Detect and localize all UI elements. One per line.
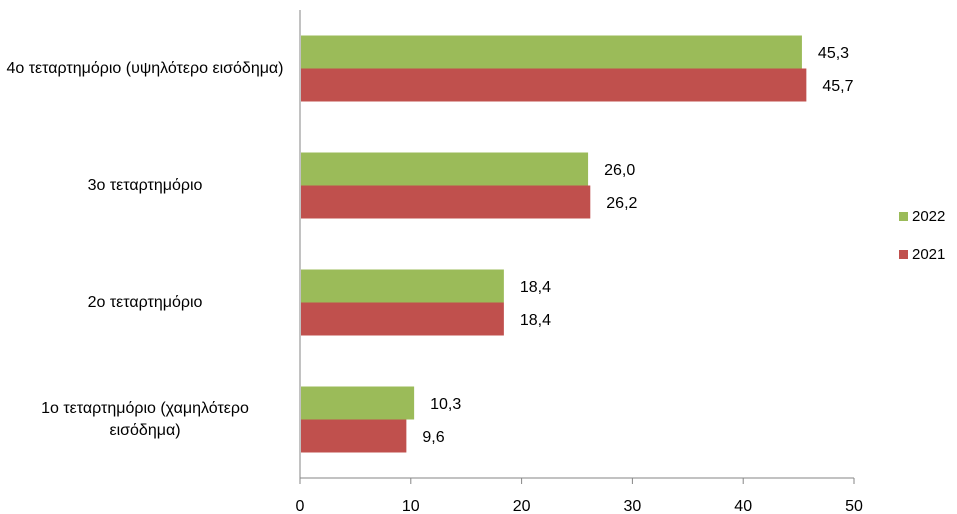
legend-swatch-2022 <box>899 212 908 221</box>
bar-2021-4 <box>301 419 407 453</box>
bar-2022-1 <box>301 35 802 69</box>
chart-axes <box>299 10 854 479</box>
value-label-2022-1: 45,3 <box>818 45 849 62</box>
legend-item-2022: 2022 <box>899 208 945 225</box>
value-label-2022-4: 10,3 <box>430 396 461 413</box>
bar-2022-2 <box>301 152 589 186</box>
legend-label-2021: 2021 <box>912 246 946 263</box>
category-label-4: 1ο τεταρτημόριο (χαμηλότερο εισόδημα) <box>41 399 249 439</box>
bar-2022-3 <box>301 269 504 303</box>
value-label-2021-1: 45,7 <box>822 78 853 95</box>
value-label-2021-2: 26,2 <box>606 195 637 212</box>
chart-bars <box>301 35 807 453</box>
value-label-2021-3: 18,4 <box>520 312 551 329</box>
legend-swatch-2021 <box>899 250 908 259</box>
category-label-2: 3ο τεταρτημόριο <box>87 176 203 194</box>
bar-2022-4 <box>301 386 415 420</box>
x-tick-label: 0 <box>296 498 305 514</box>
legend-item-2021: 2021 <box>899 246 945 263</box>
value-label-2022-2: 26,0 <box>604 162 635 179</box>
legend-label-2022: 2022 <box>912 208 946 225</box>
category-label-1: 4ο τεταρτημόριο (υψηλότερο εισόδημα) <box>6 59 284 77</box>
x-tick-label: 30 <box>624 498 642 514</box>
value-label-2021-4: 9,6 <box>422 429 444 446</box>
value-label-2022-3: 18,4 <box>520 279 551 296</box>
chart-x-ticks: 0 10 20 30 40 50 <box>296 478 863 514</box>
bar-2021-1 <box>301 68 807 102</box>
bar-2021-2 <box>301 185 591 219</box>
x-tick-label: 50 <box>845 498 863 514</box>
x-tick-label: 10 <box>402 498 420 514</box>
category-label-3: 2ο τεταρτημόριο <box>87 293 203 311</box>
bar-2021-3 <box>301 302 504 336</box>
x-tick-label: 40 <box>734 498 752 514</box>
chart-value-labels: 45,3 45,7 26,0 26,2 18,4 18,4 10,3 9,6 <box>422 45 853 446</box>
x-tick-label: 20 <box>513 498 531 514</box>
